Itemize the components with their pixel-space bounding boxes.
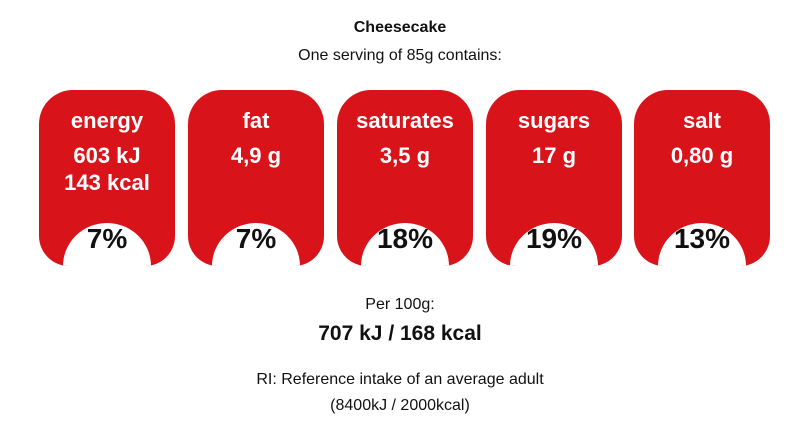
badge-energy: energy 603 kJ 143 kcal 7% [39,90,175,266]
nutrient-value: 17 g [531,143,577,168]
badge-energy-shape [39,90,175,266]
product-title: Cheesecake [353,19,447,36]
per-100g-value: 707 kJ / 168 kcal [318,322,482,345]
nutrient-value-kj: 603 kJ [73,143,141,168]
badge-fat-shape [188,90,324,266]
reference-intake-note: RI: Reference intake of an average adult [256,371,544,388]
reference-intake-values: (8400kJ / 2000kcal) [330,397,470,414]
badge-saturates: saturates 3,5 g 18% [337,90,473,266]
badge-saturates-shape [337,90,473,266]
nutrient-percent: 13% [673,223,731,254]
badge-sugars: sugars 17 g 19% [486,90,622,266]
nutrient-percent: 18% [376,223,434,254]
per-100g-label: Per 100g: [365,296,435,313]
nutrient-name: energy [70,108,144,133]
nutrition-labels: energy 603 kJ 143 kcal 7% fat 4,9 g 7% s… [39,90,770,266]
nutrient-value: 0,80 g [670,143,734,168]
badge-salt-shape [634,90,770,266]
nutrient-value: 4,9 g [230,143,282,168]
nutrient-percent: 7% [86,223,128,254]
nutrient-percent: 19% [525,223,583,254]
nutrient-name: fat [242,108,270,133]
badge-fat: fat 4,9 g 7% [188,90,324,266]
nutrient-value: 3,5 g [379,143,431,168]
badge-sugars-shape [486,90,622,266]
serving-description: One serving of 85g contains: [298,47,502,64]
nutrient-name: salt [683,108,721,133]
nutrient-name: sugars [517,108,591,133]
nutrient-name: saturates [356,108,454,133]
badge-salt: salt 0,80 g 13% [634,90,770,266]
nutrient-percent: 7% [235,223,277,254]
nutrient-value-kcal: 143 kcal [64,170,150,195]
